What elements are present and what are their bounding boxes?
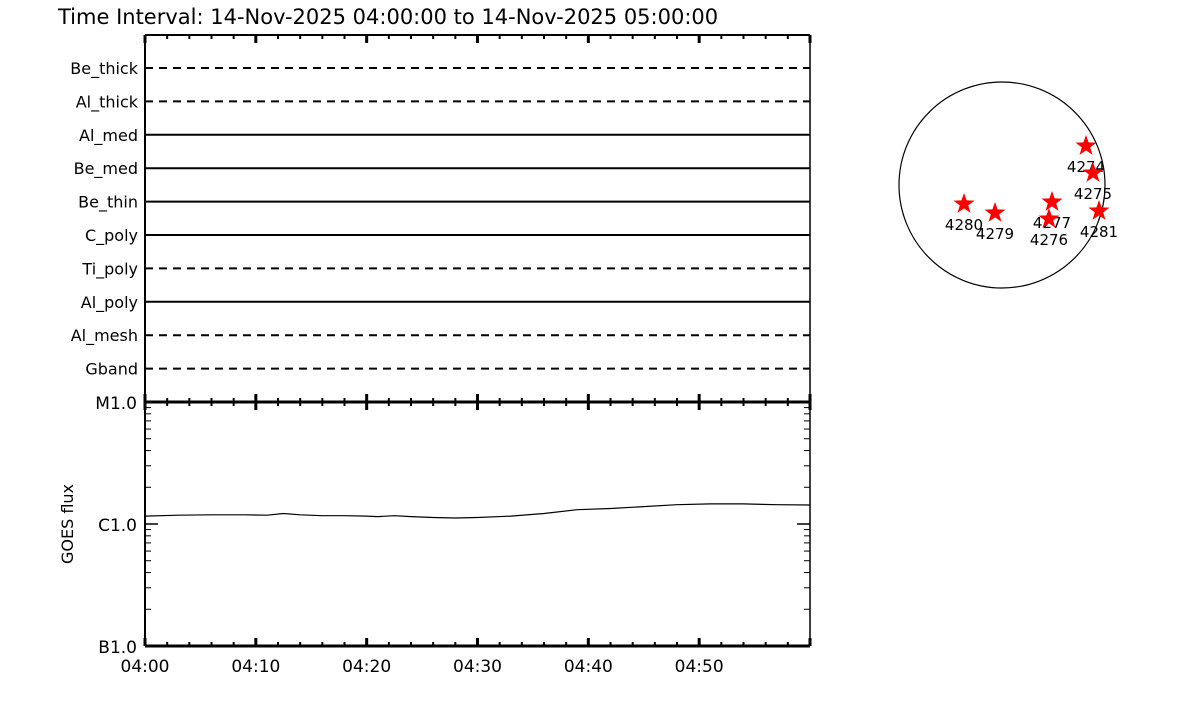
region-star-icon [1038, 208, 1060, 228]
x-tick-label: 04:50 [675, 657, 724, 677]
filter-label: Al_mesh [71, 326, 138, 346]
filter-label: Ti_poly [81, 259, 138, 279]
filter-label: Gband [85, 360, 138, 379]
x-tick-label: 04:30 [453, 657, 502, 677]
filter-label: Al_poly [81, 293, 138, 313]
chart-title: Time Interval: 14-Nov-2025 04:00:00 to 1… [57, 5, 718, 29]
region-star-icon [1041, 191, 1063, 211]
filter-label: C_poly [85, 226, 138, 246]
region-label: 4281 [1080, 223, 1118, 241]
filter-label: Be_thick [70, 59, 138, 79]
region-label: 4279 [976, 225, 1014, 243]
goes-ylabel: GOES flux [58, 484, 77, 564]
region-label: 4280 [945, 216, 983, 234]
region-star-icon [1075, 135, 1097, 155]
filter-label: Be_med [74, 159, 138, 179]
filter-label: Be_thin [78, 193, 138, 213]
filter-label: Al_med [79, 126, 138, 146]
goes-panel: GOES flux B1.0 C1.0 M1.0 04:00 04:10 04:20 04:… [58, 394, 812, 677]
filter-label: Al_thick [76, 92, 139, 112]
y-tick-label: M1.0 [95, 394, 137, 414]
region-label: 4274 [1067, 158, 1105, 176]
goes-flux-line [144, 503, 811, 519]
x-tick-label: 04:10 [231, 657, 280, 677]
region-label: 4276 [1030, 231, 1068, 249]
filter-timeline-panel: Be_thick Al_thick Al_med Be_med Be_thin C_pol… [70, 34, 812, 402]
y-tick-label: C1.0 [98, 516, 137, 536]
sun-disk-map: 4274427542814277427642804279 [898, 81, 1118, 289]
region-star-icon [1088, 200, 1110, 220]
x-tick-label: 04:20 [342, 657, 391, 677]
region-star-icon [984, 202, 1006, 222]
region-star-icon [953, 193, 975, 213]
region-star-icon [1082, 162, 1104, 182]
x-tick-label: 04:40 [564, 657, 613, 677]
x-tick-label: 04:00 [121, 657, 170, 677]
solar-limb [898, 81, 1106, 289]
y-tick-label: B1.0 [98, 638, 137, 658]
region-label: 4275 [1074, 185, 1112, 203]
